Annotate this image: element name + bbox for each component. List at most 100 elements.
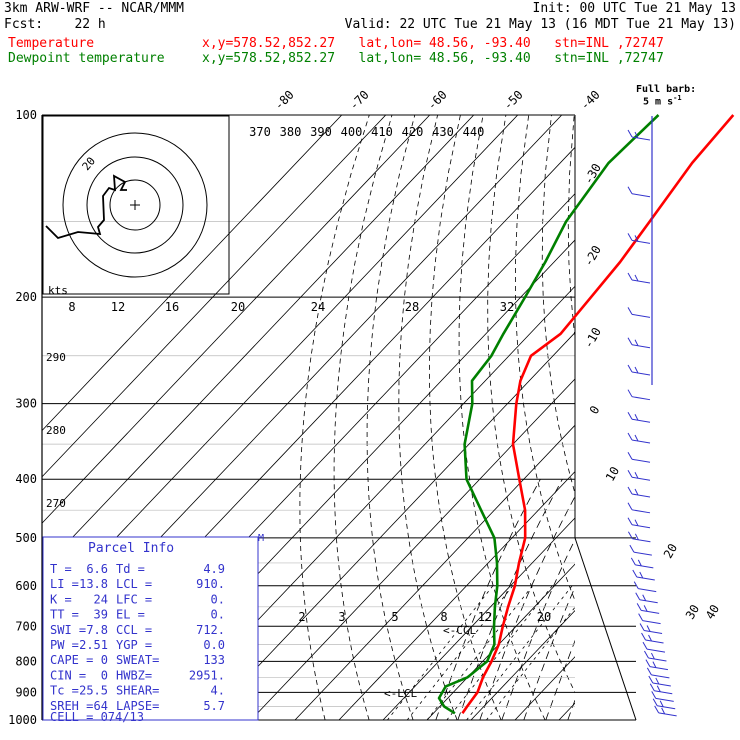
parcel-row-value: 6.6	[86, 562, 108, 576]
isotherm-top-label: -80	[272, 88, 297, 113]
parcel-row-label: CAPE =	[50, 653, 93, 667]
parcel-row-label: SHEAR=	[116, 684, 159, 698]
parcel-marker: M	[258, 533, 264, 544]
wind-barb	[636, 603, 660, 614]
isotherm-side-label: 20	[661, 541, 680, 561]
parcel-info-title: Parcel Info	[88, 541, 174, 556]
wind-barb	[635, 592, 658, 604]
moist-adiabat-line	[590, 479, 695, 720]
parcel-row-label: T =	[50, 562, 72, 576]
parcel-row-label: HWBZ=	[116, 668, 152, 682]
wind-barb	[627, 337, 651, 349]
wind-barb	[627, 364, 651, 376]
isotherm-top-label: -50	[501, 88, 526, 113]
pressure-label: 400	[15, 472, 37, 486]
hodograph-ring	[86, 156, 184, 254]
wind-barb	[627, 389, 651, 401]
parcel-row-value: 0.	[211, 608, 225, 622]
wind-barb	[627, 129, 651, 141]
theta-e-label: 440	[463, 125, 485, 139]
wind-barb	[627, 486, 651, 498]
parcel-row-label: LFC =	[116, 592, 152, 606]
wind-barb	[646, 667, 670, 679]
parcel-row-value: 0	[101, 668, 108, 682]
parcel-info-frame	[42, 536, 259, 721]
legend-temperature: Temperature	[8, 36, 95, 51]
wind-speed-label: 12	[111, 300, 125, 314]
hodograph-ring	[109, 179, 161, 231]
dry-adiabat-line	[567, 115, 575, 340]
theta-e-label: 430	[432, 125, 454, 139]
isotherm-top-label: -40	[578, 88, 603, 113]
full-barb-label: Full barb:	[636, 84, 697, 95]
dry-adiabat-line	[366, 115, 416, 720]
wind-speed-label: 8	[68, 300, 75, 314]
dry-adiabat-line	[299, 115, 370, 720]
mixing-ratio-label: 20	[537, 610, 551, 624]
isotherm-line	[42, 115, 475, 571]
forecast-hour: Fcst: 22 h	[4, 17, 106, 32]
mixing-ratio-label: 12	[478, 610, 492, 624]
wind-barb	[632, 569, 655, 581]
isotherm-line	[338, 470, 575, 720]
wind-barb	[633, 581, 657, 593]
wind-barbs	[627, 116, 677, 717]
temperature-series-line	[461, 114, 735, 715]
parcel-row-label: SWEAT=	[116, 653, 159, 667]
parcel-row-value: 0	[101, 653, 108, 667]
wind-barb	[627, 233, 651, 244]
legend-dewpoint: Dewpoint temperature	[8, 51, 165, 66]
mixing-ratio-line	[426, 585, 533, 720]
hodograph: 20	[45, 132, 208, 278]
dewpoint-location-info: x,y=578.52,852.27 lat,lon= 48.56, -93.40…	[202, 51, 664, 66]
parcel-row-label: SREH =	[50, 699, 93, 713]
ccl-label: <-CCL	[443, 624, 476, 637]
wind-barb	[627, 412, 651, 423]
mixing-ratio-line	[406, 585, 514, 720]
wind-speed-label: 24	[311, 300, 325, 314]
wind-barb	[642, 641, 666, 653]
isotherm-line	[603, 115, 740, 720]
parcel-row-value: 25.5	[79, 684, 108, 698]
parcel-row-value: 13.8	[79, 577, 108, 591]
isotherm-side-label: -20	[581, 243, 604, 269]
hodograph-center-icon	[130, 200, 140, 210]
hodograph-trace	[45, 174, 127, 240]
theta-label: 270	[46, 497, 66, 510]
theta-e-label: 390	[310, 125, 332, 139]
wind-barb	[627, 272, 651, 284]
parcel-row-label: Td =	[116, 562, 145, 576]
theta-e-label: 410	[371, 125, 393, 139]
wind-barb	[630, 557, 654, 569]
parcel-row-value: 2.51	[79, 638, 108, 652]
lcl-label: <-LCL	[384, 687, 417, 700]
wind-barb	[639, 623, 663, 634]
wind-barb	[652, 698, 676, 710]
parcel-row-value: 39	[94, 608, 108, 622]
isotherm-side-label: 0	[587, 403, 603, 416]
pressure-label: 900	[15, 685, 37, 699]
valid-time: Valid: 22 UTC Tue 21 May 13 (16 MDT Tue …	[344, 17, 736, 32]
wind-barb	[627, 432, 651, 444]
dewpoint-series-line	[437, 114, 660, 715]
hodograph-frame	[42, 115, 230, 295]
parcel-row-value: 24	[94, 592, 108, 606]
isotherm-side-label: 10	[603, 464, 622, 484]
parcel-row-label: K =	[50, 592, 72, 606]
parcel-row-label: LAPSE=	[116, 699, 159, 713]
isotherm-side-label: 30	[683, 602, 702, 622]
wind-barb	[627, 452, 651, 463]
model-title: 3km ARW-WRF -- NCAR/MMM	[4, 1, 185, 16]
dry-adiabat-line	[688, 115, 740, 720]
theta-label: 290	[46, 351, 66, 364]
wind-barb	[627, 517, 651, 529]
parcel-row-label: CIN =	[50, 668, 86, 682]
dry-adiabat-line	[541, 115, 575, 495]
parcel-row-label: SWI =	[50, 623, 86, 637]
wind-barb	[648, 675, 671, 687]
parcel-row-label: PW =	[50, 638, 79, 652]
pressure-label: 1000	[8, 713, 37, 727]
right-axis-lower	[574, 537, 637, 721]
isotherm-line	[514, 656, 575, 720]
isotherm-line	[42, 115, 343, 432]
